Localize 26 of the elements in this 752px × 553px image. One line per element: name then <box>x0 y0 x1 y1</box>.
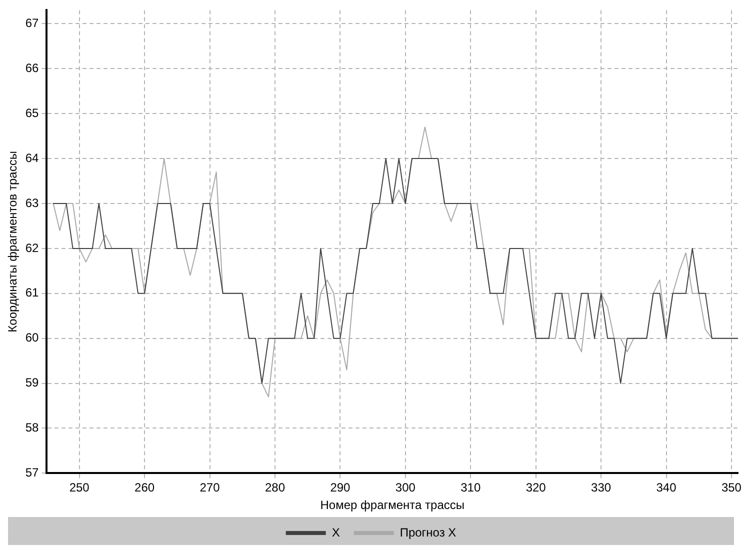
x-tick-label: 340 <box>656 480 677 495</box>
x-tick-label: 290 <box>330 480 351 495</box>
x-tick-label: 280 <box>264 480 286 495</box>
x-tick-label: 300 <box>395 480 416 495</box>
legend-label: Прогноз X <box>400 525 456 540</box>
y-tick-label: 66 <box>25 60 40 75</box>
y-tick-label: 67 <box>25 16 40 30</box>
y-tick-label: 64 <box>25 150 40 165</box>
x-tick-label: 330 <box>591 480 612 495</box>
y-tick-label: 62 <box>25 240 40 255</box>
legend-label: X <box>332 525 340 540</box>
x-tick-label: 260 <box>134 480 155 495</box>
x-tick-label: 350 <box>721 480 742 495</box>
y-tick-label: 60 <box>25 330 40 345</box>
y-tick-label: 63 <box>25 196 40 210</box>
y-tick-label: 58 <box>25 420 40 435</box>
x-tick-label: 270 <box>200 480 220 495</box>
x-axis-title: Номер фрагмента трассы <box>320 498 465 512</box>
y-tick-label: 61 <box>25 286 40 300</box>
y-axis-title: Координаты фрагментов трассы <box>6 151 20 332</box>
y-tick-label: 65 <box>25 106 40 120</box>
y-tick-label: 57 <box>25 466 40 480</box>
y-tick-label: 59 <box>25 376 40 390</box>
x-tick-label: 310 <box>460 480 481 495</box>
x-tick-label: 250 <box>69 480 90 495</box>
x-tick-label: 320 <box>526 480 546 495</box>
